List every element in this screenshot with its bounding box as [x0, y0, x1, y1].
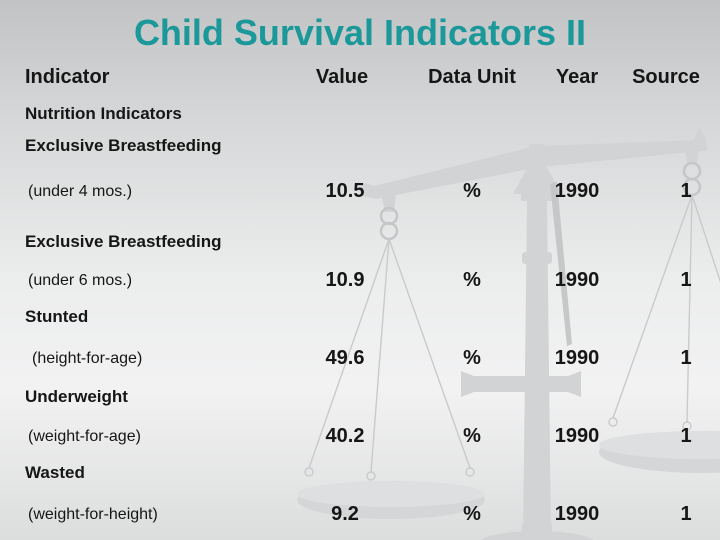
unit-cell: % — [463, 347, 481, 369]
unit-cell: % — [463, 180, 481, 202]
section-row-stunted: Stunted — [0, 307, 720, 335]
value-cell: 9.2 — [331, 503, 359, 525]
section-row-underweight: Underweight — [0, 387, 720, 415]
unit-cell: % — [463, 269, 481, 291]
column-header-data-unit: Data Unit — [428, 66, 516, 88]
data-row-weight-for-height: (weight-for-height) 9.2 % 1990 1 — [0, 503, 720, 531]
slide-title: Child Survival Indicators II — [133, 12, 587, 53]
year-cell: 1990 — [554, 503, 600, 525]
value-cell: 10.5 — [325, 180, 365, 202]
section-label: Exclusive Breastfeeding — [25, 136, 222, 155]
section-label: Stunted — [25, 307, 89, 326]
data-row-under-6-mos: (under 6 mos.) 10.9 % 1990 1 — [0, 269, 720, 297]
year-cell: 1990 — [554, 269, 600, 291]
section-row-exclusive-breastfeeding-1: Exclusive Breastfeeding — [0, 136, 720, 164]
source-cell: 1 — [680, 180, 692, 202]
value-cell: 40.2 — [325, 425, 365, 447]
data-row-weight-for-age: (weight-for-age) 40.2 % 1990 1 — [0, 425, 720, 453]
source-cell: 1 — [680, 425, 692, 447]
source-cell: 1 — [680, 347, 692, 369]
indicator-label: (weight-for-age) — [28, 428, 141, 445]
unit-cell: % — [463, 503, 481, 525]
section-label: Exclusive Breastfeeding — [25, 232, 222, 251]
indicator-label: (weight-for-height) — [28, 506, 158, 523]
column-header-source: Source — [632, 66, 700, 88]
section-row-exclusive-breastfeeding-2: Exclusive Breastfeeding — [0, 232, 720, 260]
table-header-row: Indicator Value Data Unit Year Source — [0, 66, 720, 94]
indicator-label: (height-for-age) — [32, 350, 143, 367]
value-cell: 10.9 — [325, 269, 365, 291]
column-header-value: Value — [315, 66, 369, 88]
year-cell: 1990 — [554, 180, 600, 202]
column-header-year: Year — [555, 66, 599, 88]
data-row-under-4-mos: (under 4 mos.) 10.5 % 1990 1 — [0, 180, 720, 208]
section-row-wasted: Wasted — [0, 463, 720, 491]
source-cell: 1 — [680, 503, 692, 525]
source-cell: 1 — [680, 269, 692, 291]
section-label: Underweight — [25, 387, 128, 406]
indicator-label: (under 6 mos.) — [28, 272, 133, 289]
year-cell: 1990 — [554, 347, 600, 369]
indicator-label: (under 4 mos.) — [28, 183, 133, 200]
year-cell: 1990 — [554, 425, 600, 447]
section-label: Wasted — [25, 463, 85, 482]
data-row-height-for-age: (height-for-age) 49.6 % 1990 1 — [0, 347, 720, 375]
unit-cell: % — [463, 425, 481, 447]
column-header-indicator: Indicator — [25, 66, 110, 88]
section-label: Nutrition Indicators — [25, 104, 182, 123]
section-row-nutrition-indicators: Nutrition Indicators — [0, 104, 720, 132]
value-cell: 49.6 — [325, 347, 365, 369]
